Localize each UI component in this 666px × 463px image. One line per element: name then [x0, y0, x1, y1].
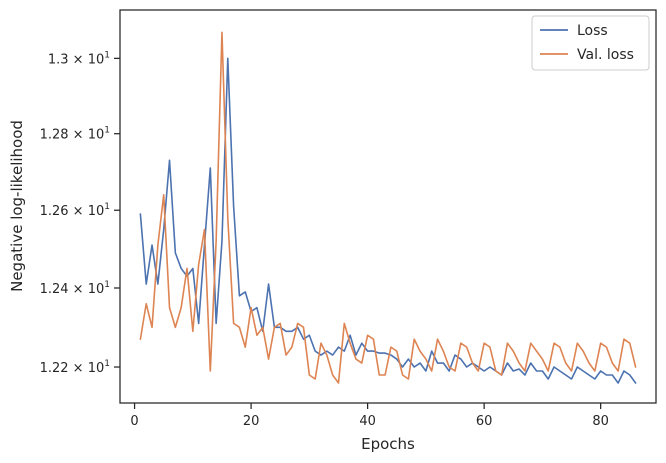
- legend-label: Val. loss: [577, 47, 634, 63]
- y-tick-times: ×: [69, 52, 88, 67]
- legend: Loss Val. loss: [531, 15, 650, 71]
- y-tick-label: 1.22 × 101: [40, 359, 110, 376]
- y-tick-exponent: 1: [104, 280, 110, 290]
- x-tick-label: 80: [592, 414, 609, 429]
- y-tick-base: 10: [88, 52, 105, 67]
- y-tick-label: 1.3 × 101: [48, 50, 110, 67]
- x-tick-label: 40: [359, 414, 376, 429]
- y-tick-label: 1.26 × 101: [40, 202, 110, 219]
- y-tick-base: 10: [88, 128, 105, 143]
- y-tick-mantissa: 1.26: [40, 204, 69, 219]
- x-tick-label: 60: [476, 414, 493, 429]
- legend-label: Loss: [577, 23, 608, 39]
- y-tick-base: 10: [88, 282, 105, 297]
- y-tick-label: 1.24 × 101: [40, 280, 110, 297]
- y-tick-base: 10: [88, 361, 105, 376]
- y-tick-exponent: 1: [104, 202, 110, 212]
- series-line-loss: [139, 57, 637, 384]
- x-axis: 0 20 40 60 80: [130, 403, 609, 429]
- y-tick-exponent: 1: [104, 50, 110, 60]
- y-tick-mantissa: 1.3: [48, 52, 69, 67]
- x-tick-label: 0: [130, 414, 138, 429]
- y-tick-label: 1.28 × 101: [40, 126, 110, 143]
- series-line-val-loss: [139, 31, 637, 384]
- y-axis-label: Negative log-likelihood: [8, 120, 26, 292]
- y-tick-exponent: 1: [104, 126, 110, 136]
- x-tick-label: 20: [243, 414, 260, 429]
- y-tick-times: ×: [69, 282, 88, 297]
- y-tick-mantissa: 1.24: [40, 282, 69, 297]
- y-tick-mantissa: 1.22: [40, 361, 69, 376]
- y-tick-base: 10: [88, 204, 105, 219]
- y-tick-times: ×: [69, 128, 88, 143]
- series-layer: [139, 31, 637, 384]
- y-tick-times: ×: [69, 204, 88, 219]
- y-tick-times: ×: [69, 361, 88, 376]
- plot-frame: [119, 9, 657, 404]
- x-axis-label: Epochs: [361, 435, 415, 453]
- y-tick-mantissa: 1.28: [40, 128, 69, 143]
- y-tick-exponent: 1: [104, 359, 110, 369]
